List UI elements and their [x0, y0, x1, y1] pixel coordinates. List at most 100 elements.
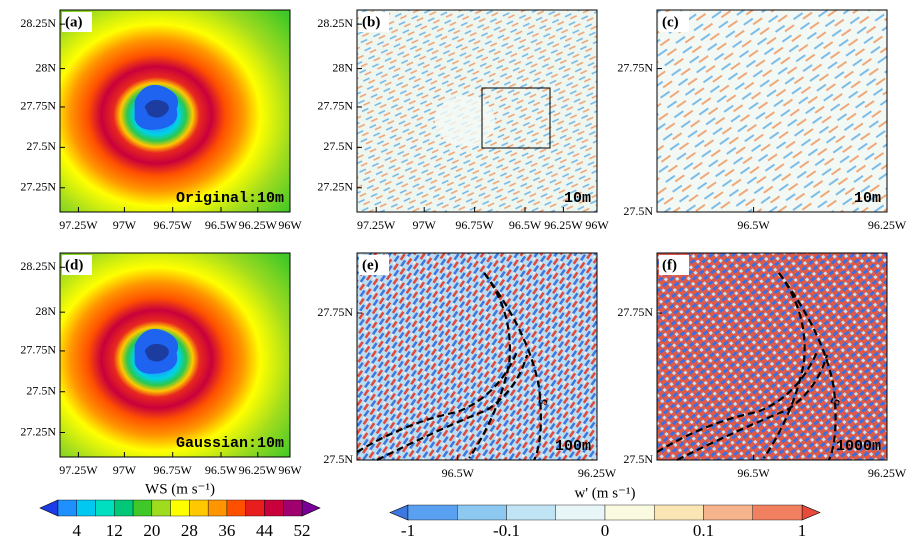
label-bg [62, 12, 92, 32]
contour [762, 272, 806, 459]
y-tick-label: 28N [35, 60, 56, 74]
cb-label: 4 [73, 521, 82, 540]
contour-label: 5 [827, 395, 843, 407]
y-tick-label: 27.5N [323, 452, 353, 466]
contour [778, 272, 837, 461]
cb-swatch [604, 504, 655, 521]
y-tick-label: 27.75N [317, 305, 353, 319]
cb-label: 28 [181, 521, 198, 540]
cb-swatch [407, 504, 458, 521]
y-tick-label: 27.5N [623, 204, 653, 218]
cb-swatch [245, 499, 265, 517]
y-tick-label: 27.5N [323, 139, 353, 153]
panel: 5 (f) 1000m 27.75N 27.5N 96.5W 96.25W [617, 252, 907, 480]
cb-label: 1 [798, 521, 807, 540]
annotation: 100m [555, 438, 591, 455]
cb-swatch [207, 499, 228, 517]
label-bg [659, 255, 689, 275]
panel-label: (f) [662, 257, 677, 273]
cb-swatch [76, 499, 96, 517]
cb-label: 0 [601, 521, 610, 540]
frame [656, 252, 888, 461]
contour [356, 351, 519, 453]
cb-swatch [57, 499, 77, 517]
panel-label: (b) [362, 14, 380, 30]
x-tick-label: 96.75W [154, 463, 193, 477]
cb-label: 52 [294, 521, 311, 540]
x-tick-label: 96.5W [737, 218, 770, 232]
y-tick-label: 27.5N [26, 139, 56, 153]
contour [468, 272, 511, 459]
cb-swatch [264, 499, 284, 517]
y-tick-label: 27.5N [623, 452, 653, 466]
panel: 5 (e) 100m 27.75N 27.5N 96.5W 96.25W [317, 252, 617, 480]
panel: (c) 10m 27.75N 27.5N 96.5W 96.25W [617, 9, 907, 232]
cb-label: 44 [256, 521, 274, 540]
frame [59, 252, 291, 458]
y-tick-label: 27.75N [20, 99, 56, 113]
eye-core [144, 343, 169, 362]
field [657, 10, 887, 212]
y-tick-label: 28.25N [20, 16, 56, 30]
x-tick-label: 96.25W [868, 218, 907, 232]
label-bg [359, 12, 389, 32]
cb-swatch [151, 499, 171, 517]
cb-arrow [301, 499, 321, 517]
panel: (a) Original:10m 28.25N 28N 27.75N 27.5N 27.25… [20, 9, 302, 232]
panel-label: (d) [65, 257, 83, 273]
y-tick-label: 27.25N [317, 180, 353, 194]
x-tick-label: 96.5W [205, 218, 238, 232]
cb-arrow [389, 504, 409, 521]
cb-label: -0.1 [493, 521, 520, 540]
y-tick-label: 28.25N [317, 16, 353, 30]
y-tick-label: 27.75N [20, 343, 56, 357]
cb-title: w' (m s⁻¹) [575, 485, 636, 501]
x-tick-label: 96.75W [154, 218, 193, 232]
x-tick-label: 96.25W [578, 466, 617, 480]
y-tick-label: 27.25N [20, 180, 56, 194]
cb-swatch [555, 504, 606, 521]
cb-label: 20 [143, 521, 160, 540]
x-tick-label: 97.25W [59, 218, 98, 232]
annotation: 10m [854, 190, 881, 207]
annotation: 1000m [836, 438, 881, 455]
cb-title: WS (m s⁻¹) [145, 481, 215, 497]
colorbars: WS (m s⁻¹) 4 12 20 28 36 44 52 w' (m s⁻¹) -1 -0.1 0… [39, 481, 821, 540]
x-tick-label: 96W [278, 218, 302, 232]
x-tick-label: 96.25W [544, 218, 583, 232]
cb-swatch [114, 499, 134, 517]
x-tick-label: 96.5W [737, 466, 770, 480]
cb-swatch [703, 504, 753, 521]
x-tick-label: 97.25W [59, 463, 98, 477]
panel-label: (e) [362, 257, 379, 273]
cb-swatch [457, 504, 507, 521]
contour-label: 5 [535, 395, 551, 407]
frame [59, 9, 291, 213]
cb-arrow [39, 499, 59, 517]
cb-label: 0.1 [693, 521, 714, 540]
cb-label: 36 [218, 521, 235, 540]
zoom-box [481, 87, 551, 149]
x-tick-label: 96.75W [455, 218, 494, 232]
cb-label: -1 [401, 521, 415, 540]
panels: (a) Original:10m 28.25N 28N 27.75N 27.5N 27.25… [20, 9, 907, 480]
x-tick-label: 96W [278, 463, 302, 477]
x-tick-label: 96.5W [442, 466, 475, 480]
x-tick-label: 97W [113, 463, 137, 477]
x-tick-label: 96.25W [239, 463, 278, 477]
panel-label: (c) [662, 14, 679, 30]
label-bg [359, 255, 389, 275]
frame [356, 9, 598, 213]
contour [483, 272, 542, 461]
panel-label: (a) [65, 14, 83, 30]
label-bg [62, 255, 92, 275]
label-bg [659, 12, 689, 32]
frame [656, 9, 888, 213]
y-tick-label: 27.75N [617, 60, 653, 74]
cb-swatch [283, 499, 303, 517]
y-tick-label: 27.5N [26, 383, 56, 397]
y-tick-label: 27.75N [617, 305, 653, 319]
cb-swatch [95, 499, 115, 517]
contour [676, 354, 829, 461]
cb-swatch [654, 504, 704, 521]
